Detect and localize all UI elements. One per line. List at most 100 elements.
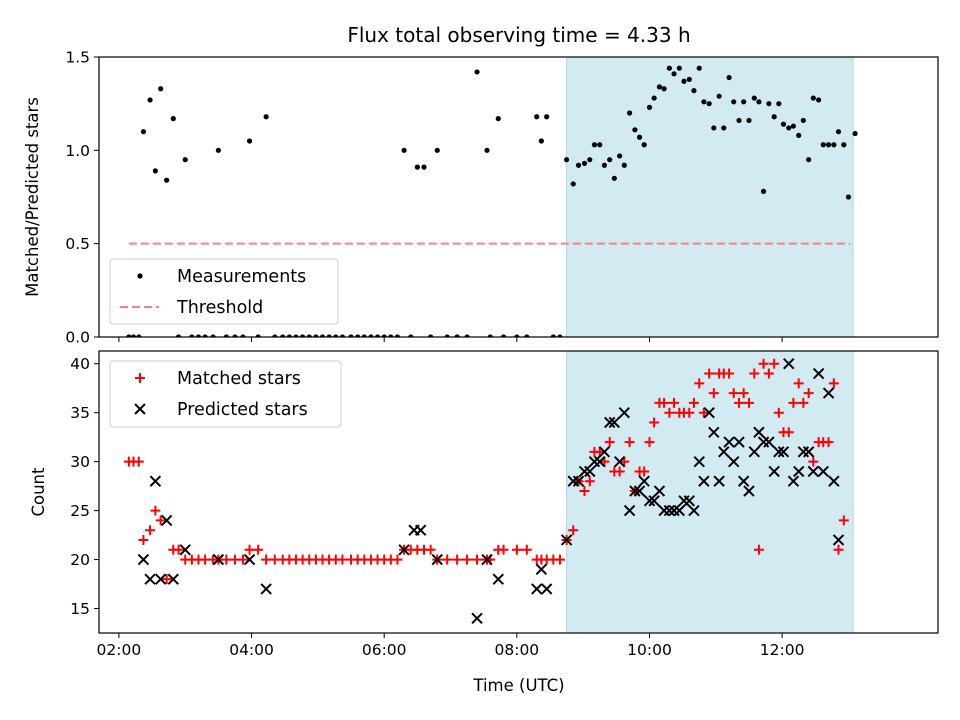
matched-stars-point [749, 368, 760, 379]
matched-stars-point [579, 486, 590, 497]
predicted-stars-point [613, 455, 626, 468]
measurements-point [189, 334, 195, 337]
legend-swatch-predicted-stars [134, 403, 146, 415]
matched-stars-point [644, 437, 655, 448]
predicted-stars-point [594, 455, 606, 468]
measurements-point [696, 65, 702, 71]
measurements-point [381, 334, 387, 337]
measurements-point [550, 334, 556, 337]
measurements-point [140, 129, 147, 135]
predicted-stars-point [149, 475, 162, 487]
matched-stars-point [462, 554, 473, 565]
measurements-point [202, 334, 208, 337]
legend-swatch-measurements [137, 273, 143, 279]
legend: Measurements Threshold [109, 258, 339, 325]
measurements-point [428, 334, 434, 337]
matched-stars-point [664, 407, 675, 418]
measurements-point [333, 334, 339, 337]
matched-stars-point [452, 554, 463, 565]
measurements-point [136, 334, 142, 337]
matched-stars-point [828, 378, 839, 389]
predicted-stars-point [832, 534, 845, 546]
predicted-stars-point [802, 446, 815, 458]
predicted-stars-point [598, 446, 611, 458]
measurements-point [434, 147, 440, 153]
axes-frame [98, 350, 939, 634]
matched-stars-point [688, 397, 699, 408]
matched-stars-point [694, 378, 705, 389]
measurements-point [232, 334, 238, 337]
matched-stars-point [803, 388, 814, 399]
matched-stars-point [773, 407, 784, 418]
measurements-point [575, 162, 582, 168]
measurements-point [721, 125, 727, 131]
measurements-point [691, 88, 697, 94]
predicted-stars-point [773, 446, 785, 458]
measurements-point [401, 147, 407, 153]
legend-label-matched-stars: Matched stars [177, 369, 301, 389]
measurements-point [741, 99, 747, 105]
measurements-point [182, 157, 188, 163]
predicted-stars-point [431, 553, 443, 566]
measurements-point [374, 334, 381, 337]
matched-stars-point [738, 388, 749, 399]
predicted-stars-point [243, 553, 256, 566]
matched-stars-point [521, 544, 532, 555]
measurements-point [641, 142, 647, 148]
matched-stars-point [554, 554, 565, 565]
measurements-point [816, 97, 822, 103]
measurements-point [751, 95, 757, 101]
predicted-stars-point [160, 514, 173, 527]
matched-stars-point [237, 554, 248, 565]
predicted-stars-point [212, 553, 225, 566]
predicted-stars-point [763, 436, 775, 448]
predicted-stars-point [743, 485, 755, 497]
predicted-stars-point [683, 495, 695, 507]
measurements-point [746, 117, 752, 124]
matched-stars-point [698, 407, 709, 418]
x-tick-label: 12:00 [760, 641, 805, 659]
predicted-stars-point [623, 504, 636, 517]
measurements-point [246, 138, 253, 144]
legend-swatch-matched-stars [135, 373, 145, 383]
x-tick-label: 10:00 [627, 641, 672, 659]
measurements-point [500, 334, 507, 337]
measurements-point [361, 334, 367, 337]
measurements-point [800, 117, 806, 124]
measurements-point [810, 95, 816, 101]
measurements-point [293, 334, 299, 337]
measurements-point [841, 142, 847, 148]
measurements-point [701, 99, 707, 105]
measurements-point [408, 334, 414, 337]
measurements-point [825, 142, 832, 148]
y-tick-label: 0.5 [65, 235, 90, 253]
measurements-point [175, 334, 182, 337]
measurements-point [796, 132, 802, 138]
y-tick-label: 35 [70, 404, 90, 422]
measurements-point [240, 334, 246, 337]
measurements-point [306, 334, 312, 337]
measurements-point [716, 93, 722, 99]
measurements-point [646, 104, 653, 110]
measurements-point [597, 142, 603, 148]
predicted-stars-point [807, 465, 820, 478]
matched-stars-point [649, 417, 660, 428]
measurements-point [621, 162, 627, 168]
measurements-point [388, 334, 394, 337]
measurements-point [790, 123, 797, 129]
measurements-point [686, 76, 692, 82]
measurements-point [255, 334, 261, 337]
predicted-stars-point [398, 544, 410, 556]
matched-stars-point [604, 437, 615, 448]
measurements-point [158, 86, 164, 92]
predicted-stars-point [708, 426, 720, 438]
measurements-point [570, 181, 576, 187]
measurements-point [170, 116, 176, 122]
matched-stars-point [584, 476, 595, 487]
matched-stars-point [808, 456, 819, 467]
matched-stars-point [838, 515, 849, 526]
predicted-stars-point [643, 495, 656, 507]
legend-label-threshold: Threshold [176, 298, 263, 318]
measurements-point [348, 334, 354, 337]
measurements-point [780, 121, 787, 127]
